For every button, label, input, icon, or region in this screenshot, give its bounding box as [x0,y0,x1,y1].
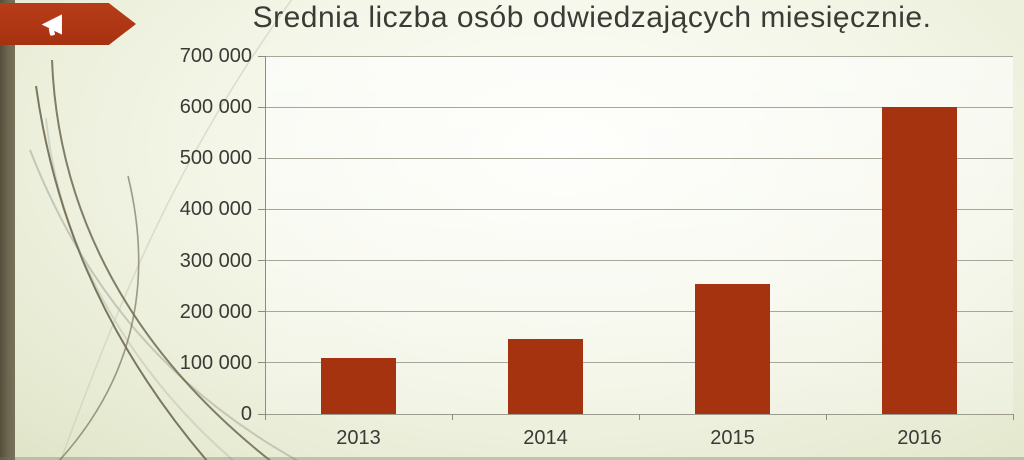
megaphone-icon [41,14,62,36]
bar-2014 [508,338,583,414]
slide-bottom-edge [0,457,1024,460]
y-tick-400000 [258,208,265,210]
x-tick-label-2014: 2014 [523,427,568,449]
y-tick-label-600000: 600 000 [179,96,252,119]
y-tick-200000 [258,311,265,313]
slide-title: Srednia liczba osób odwiedzających miesi… [252,1,932,34]
sidebar-accent-strip [0,0,15,460]
gridline-300000 [265,260,1013,262]
y-tick-label-700000: 700 000 [179,45,252,67]
x-tick-label-2015: 2015 [710,427,755,449]
y-tick-label-100000: 100 000 [179,351,252,374]
y-tick-300000 [258,260,265,262]
y-tick-600000 [258,106,265,108]
gridline-500000 [265,157,1013,159]
y-tick-label-200000: 200 000 [179,300,252,323]
x-boundary-tick-3 [826,414,827,420]
y-axis-line [265,56,266,420]
x-boundary-tick-1 [452,414,453,420]
bar-2016 [882,107,957,414]
y-tick-0 [258,413,265,415]
gridline-200000 [265,311,1013,313]
gridline-600000 [265,106,1013,108]
x-tick-label-2016: 2016 [897,427,942,449]
x-boundary-tick-4 [1013,414,1014,420]
bar-2013 [321,357,396,414]
gridline-700000 [265,55,1013,57]
y-tick-label-500000: 500 000 [179,147,252,170]
bar-2015 [695,283,770,414]
gridline-400000 [265,208,1013,210]
megaphone-banner [0,3,136,45]
y-tick-label-300000: 300 000 [179,249,252,272]
y-tick-label-0: 0 [240,403,252,425]
x-tick-label-2013: 2013 [336,427,381,449]
y-tick-700000 [258,55,265,57]
x-boundary-tick-0 [265,414,266,420]
y-tick-500000 [258,157,265,159]
y-tick-label-400000: 400 000 [179,198,252,221]
gridline-100000 [265,362,1013,364]
y-tick-100000 [258,362,265,364]
x-boundary-tick-2 [639,414,640,420]
